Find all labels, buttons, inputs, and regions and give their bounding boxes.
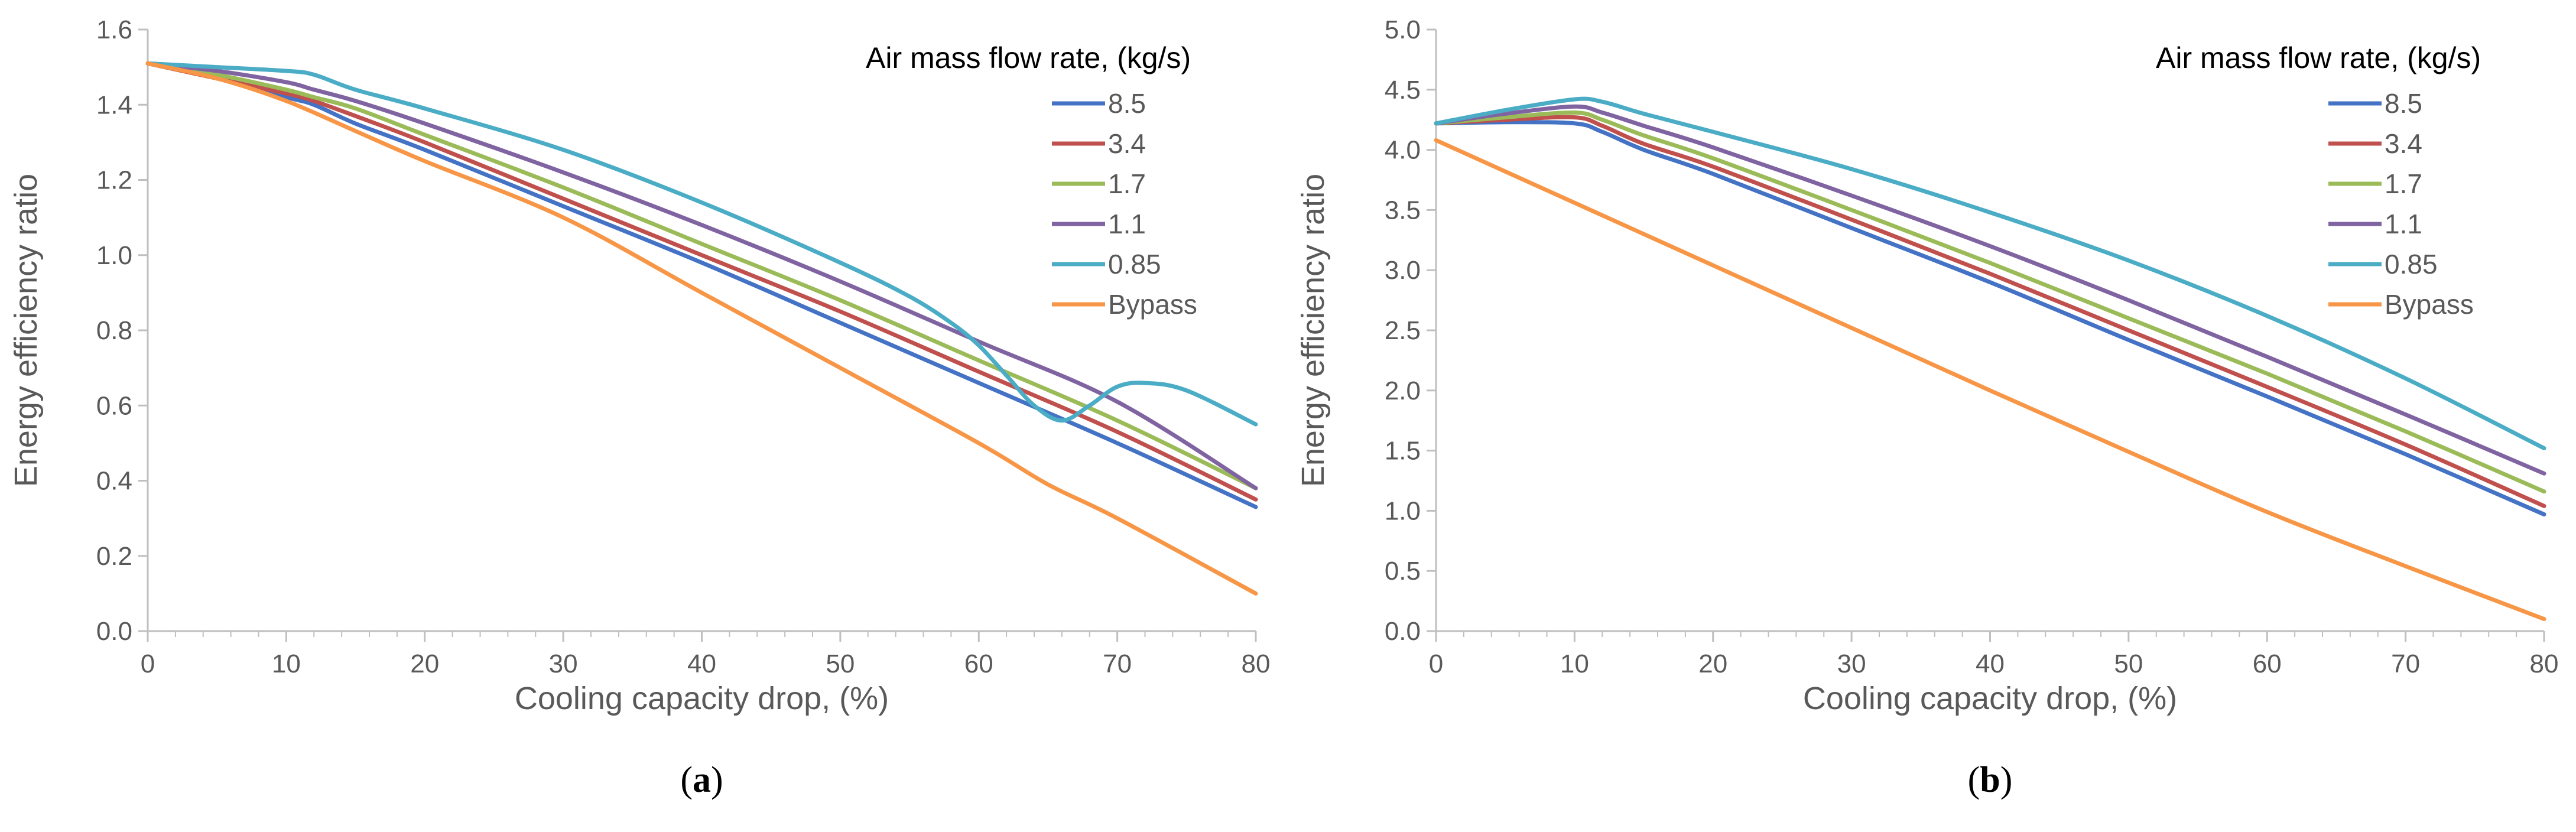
x-tick-label: 80 — [1242, 649, 1271, 678]
y-tick-label: 1.2 — [96, 166, 132, 195]
x-tick-label: 60 — [964, 649, 993, 678]
y-tick-label: 0.8 — [96, 316, 132, 345]
x-tick-label: 40 — [1976, 649, 2005, 678]
y-tick-label: 1.4 — [96, 90, 132, 119]
y-tick-label: 3.0 — [1385, 256, 1421, 285]
y-tick-label: 0.4 — [96, 467, 132, 496]
x-tick-label: 70 — [2391, 649, 2420, 678]
x-axis-title: Cooling capacity drop, (%) — [1803, 681, 2177, 716]
series-line-1-7 — [145, 61, 1258, 490]
series-line-1-7 — [1434, 110, 2546, 494]
series-line-1-1 — [145, 61, 1258, 490]
legend-label: 3.4 — [2385, 128, 2422, 159]
panel-label: (a) — [680, 760, 723, 800]
x-tick-label: 20 — [1698, 649, 1727, 678]
x-tick-label: 80 — [2530, 649, 2559, 678]
legend-title: Air mass flow rate, (kg/s) — [866, 41, 1191, 74]
legend-label: 1.7 — [2385, 168, 2422, 199]
y-tick-label: 0.0 — [96, 617, 132, 646]
y-tick-label: 5.0 — [1385, 15, 1421, 44]
y-tick-label: 3.5 — [1385, 196, 1421, 225]
x-tick-label: 50 — [2114, 649, 2143, 678]
series-line-0-85 — [1434, 96, 2546, 450]
y-tick-label: 1.5 — [1385, 437, 1421, 466]
chart-panel-a: 0.0 0.2 0.4 0.6 0.8 1.0 1.2 1.4 1.6 0 10 20 30 40 50 60… — [8, 15, 1270, 800]
chart-panel-b: 0.0 0.5 1.0 1.5 2.0 2.5 3.0 3.5 4.0 4.5 5.0 0 10 20 30… — [1295, 15, 2558, 800]
series-line-8-5 — [145, 61, 1258, 509]
x-tick-label: 10 — [272, 649, 301, 678]
x-tick-label: 60 — [2253, 649, 2282, 678]
x-tick-label: 70 — [1103, 649, 1132, 678]
series-line-1-1 — [1434, 104, 2546, 476]
x-tick-label: 0 — [1429, 649, 1443, 678]
y-tick-label: 1.0 — [1385, 496, 1421, 525]
series-line-3-4 — [145, 61, 1258, 502]
y-tick-label: 4.0 — [1385, 136, 1421, 165]
x-tick-label: 30 — [549, 649, 578, 678]
legend-label: 8.5 — [2385, 88, 2422, 119]
series-line-0-85 — [145, 61, 1258, 427]
legend-label: 1.1 — [1108, 209, 1146, 239]
legend-label: Bypass — [1108, 289, 1197, 320]
x-tick-label: 50 — [826, 649, 855, 678]
series-line-bypass — [145, 61, 1258, 596]
panel-label: (b) — [1968, 760, 2013, 800]
legend-label: 8.5 — [1108, 88, 1146, 119]
y-tick-label: 1.6 — [96, 15, 132, 44]
y-tick-label: 0.5 — [1385, 557, 1421, 586]
y-tick-label: 0.6 — [96, 391, 132, 420]
x-tick-label: 30 — [1837, 649, 1866, 678]
legend-label: 1.7 — [1108, 168, 1146, 199]
y-tick-label: 0.2 — [96, 542, 132, 571]
y-axis-title: Energy efficiency ratio — [8, 174, 44, 487]
x-tick-label: 40 — [687, 649, 716, 678]
legend-label: 0.85 — [2385, 249, 2438, 280]
y-axis-title: Energy efficiency ratio — [1295, 174, 1331, 487]
series-line-3-4 — [1434, 115, 2546, 508]
legend-label: 1.1 — [2385, 209, 2422, 239]
legend-title: Air mass flow rate, (kg/s) — [2156, 41, 2481, 74]
y-tick-label: 4.5 — [1385, 76, 1421, 105]
x-tick-label: 20 — [410, 649, 439, 678]
series-line-8-5 — [1434, 120, 2546, 516]
y-tick-label: 2.0 — [1385, 376, 1421, 405]
y-tick-label: 1.0 — [96, 241, 132, 270]
legend-label: 3.4 — [1108, 128, 1146, 159]
y-tick-label: 2.5 — [1385, 316, 1421, 345]
x-tick-label: 0 — [141, 649, 155, 678]
y-tick-label: 0.0 — [1385, 617, 1421, 646]
series-line-bypass — [1434, 138, 2546, 622]
x-tick-label: 10 — [1560, 649, 1589, 678]
legend-label: 0.85 — [1108, 249, 1161, 280]
legend-label: Bypass — [2385, 289, 2474, 320]
x-axis-title: Cooling capacity drop, (%) — [515, 681, 889, 716]
